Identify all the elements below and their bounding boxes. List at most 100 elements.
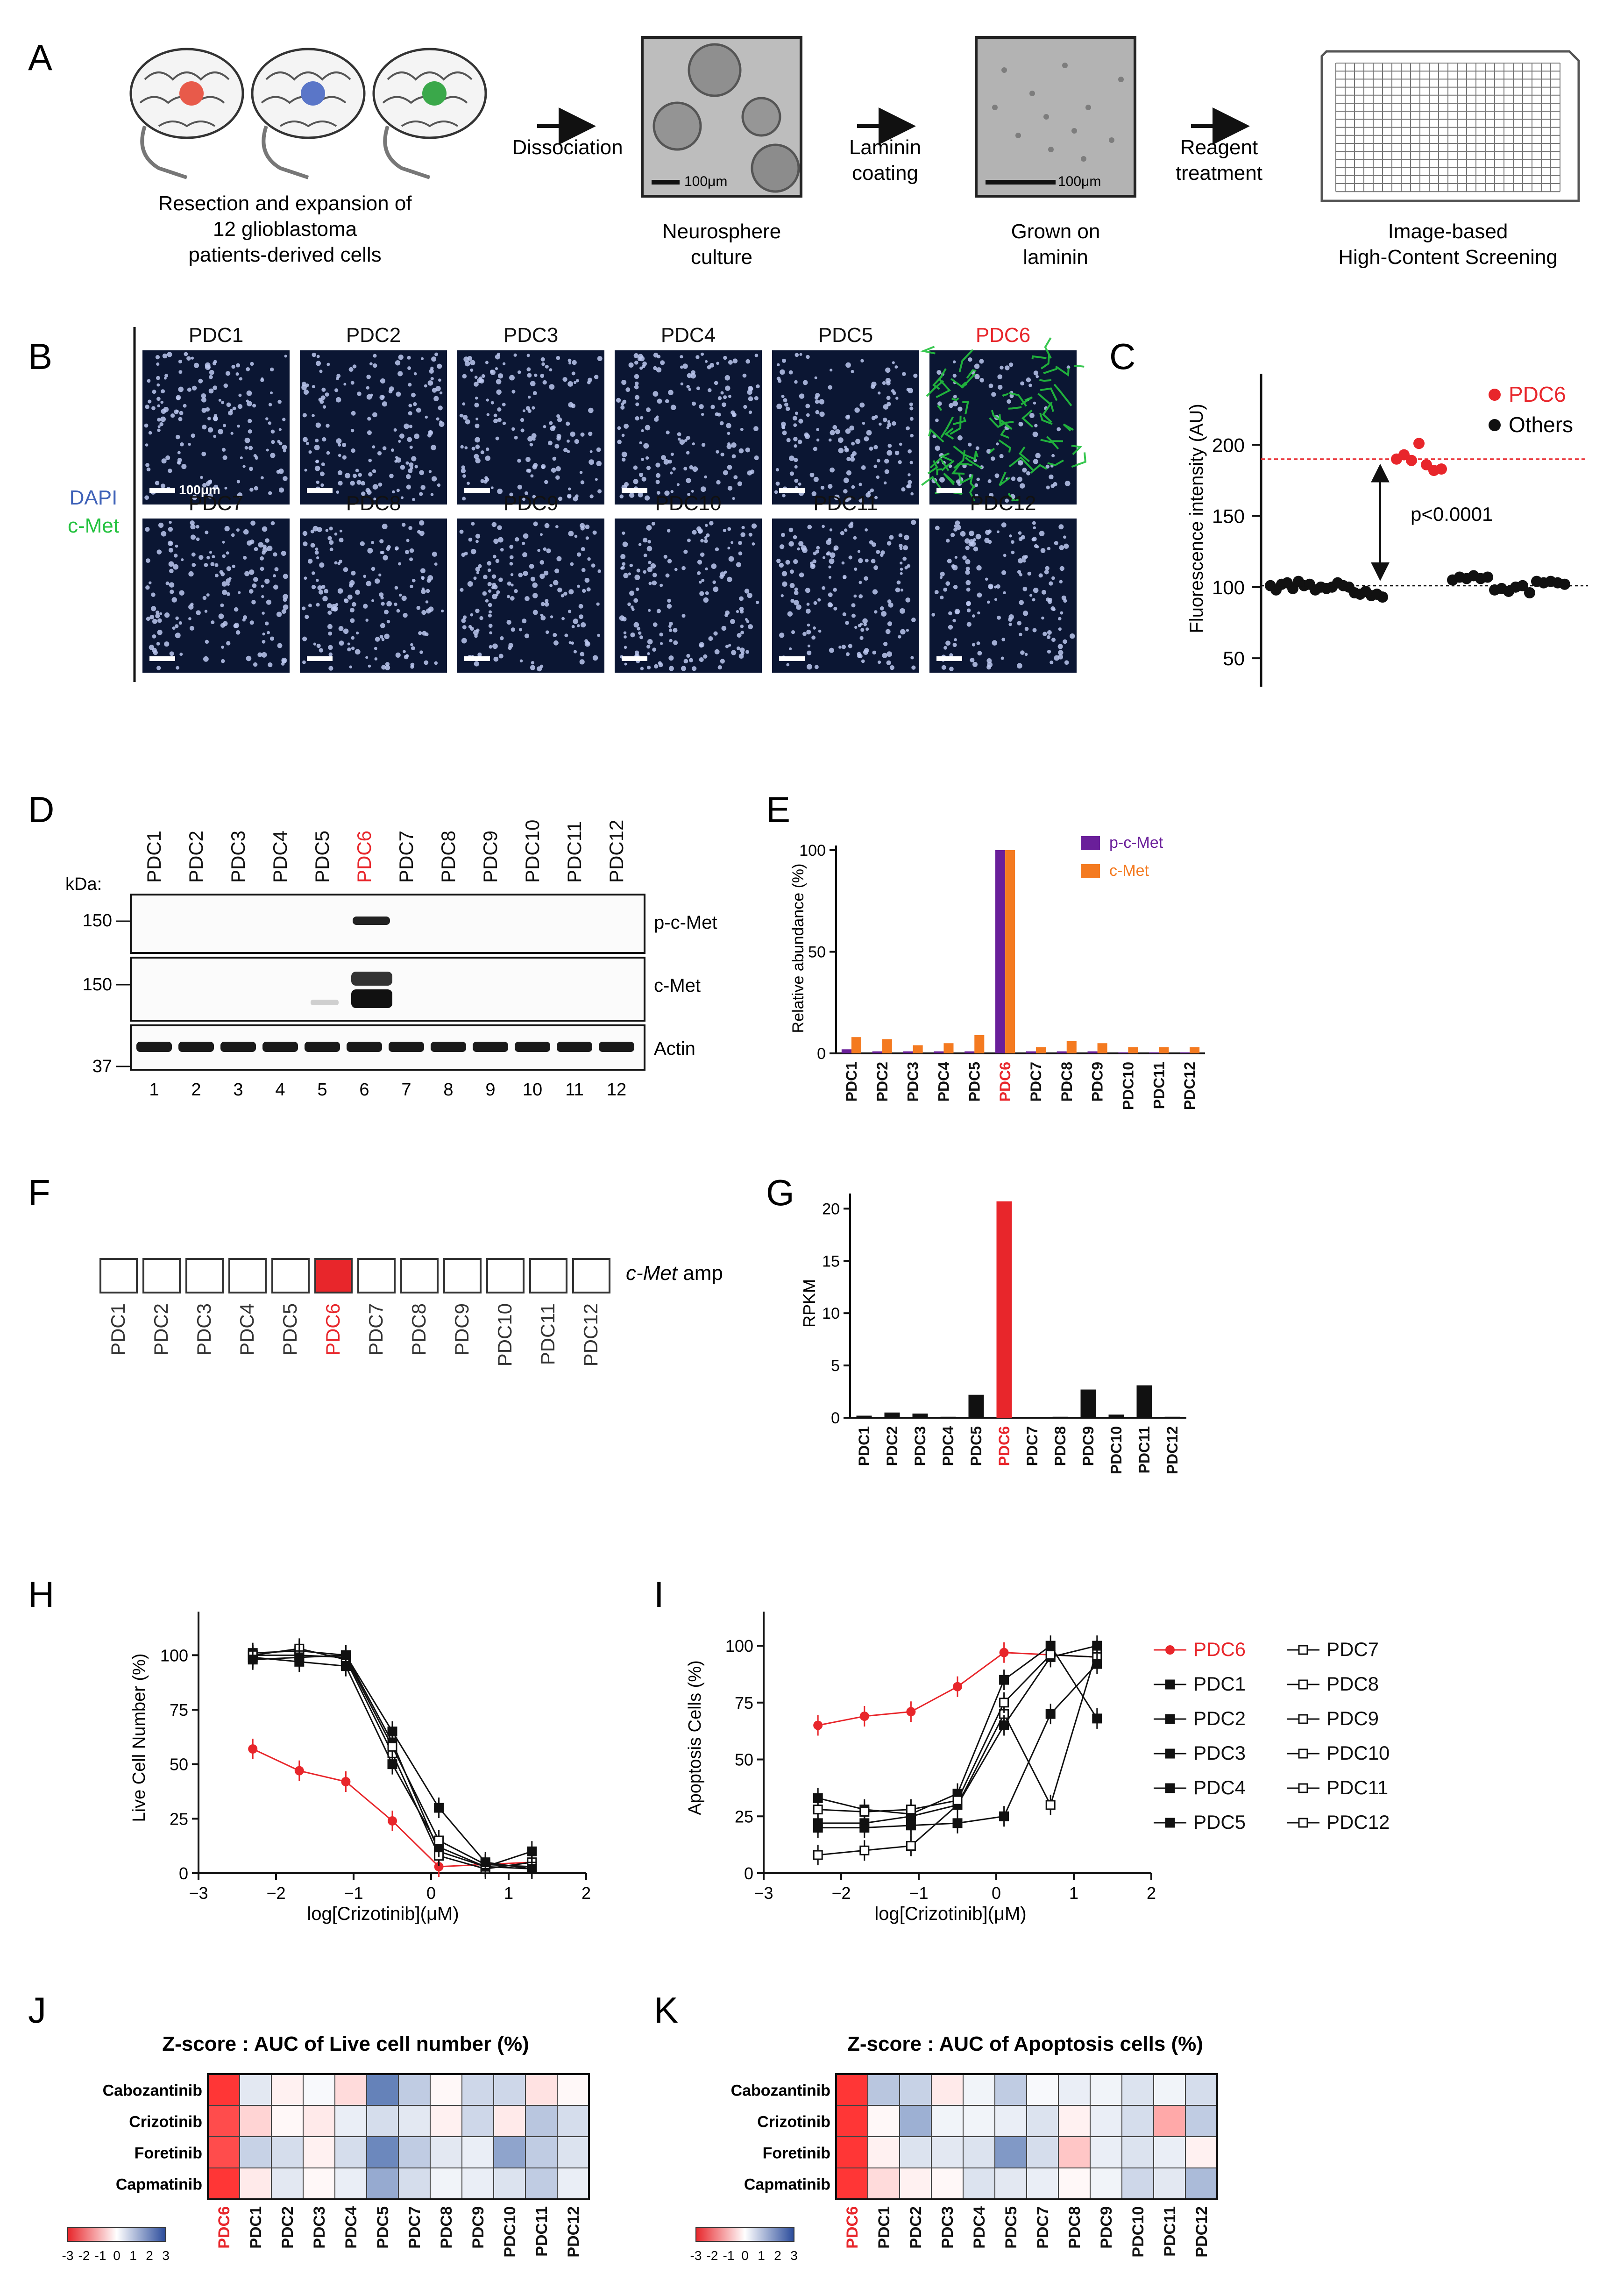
- nucleus: [170, 590, 174, 594]
- nucleus: [704, 475, 707, 479]
- x-tick-label: −3: [189, 1883, 208, 1903]
- i-legend-label: PDC4: [1193, 1776, 1246, 1798]
- data-point: [859, 1712, 869, 1721]
- nucleus: [663, 554, 667, 559]
- nucleus: [416, 407, 421, 413]
- nucleus: [177, 457, 182, 462]
- nucleus: [873, 565, 879, 570]
- nucleus: [487, 561, 492, 566]
- c-point-other: [1517, 580, 1528, 591]
- nucleus: [703, 597, 709, 603]
- heatmap-cell: [1153, 2136, 1186, 2168]
- nucleus: [1064, 480, 1071, 486]
- nucleus: [146, 617, 150, 621]
- nucleus: [498, 654, 504, 659]
- nucleus: [841, 561, 845, 565]
- nucleus: [209, 479, 212, 483]
- cmet-fiber: [1001, 393, 1008, 397]
- nucleus: [321, 462, 325, 467]
- nucleus: [214, 574, 219, 577]
- nucleus: [239, 377, 242, 381]
- nucleus: [807, 644, 811, 647]
- nucleus: [485, 361, 489, 364]
- d-marker-150a: 150: [83, 911, 112, 931]
- panel-letter-d: D: [28, 789, 54, 830]
- nucleus: [218, 428, 224, 434]
- nucleus: [467, 355, 473, 361]
- d-lane-header: PDC12: [605, 820, 627, 883]
- cmet-fiber: [1041, 353, 1050, 370]
- nucleus: [305, 614, 309, 619]
- nucleus: [802, 547, 808, 553]
- nucleus: [186, 356, 191, 361]
- nucleus: [723, 470, 728, 476]
- x-tick-label: PDC7: [1028, 1062, 1044, 1101]
- nucleus: [253, 577, 258, 582]
- nucleus: [351, 647, 355, 650]
- bar: [912, 1414, 928, 1418]
- nucleus: [811, 491, 817, 497]
- nucleus: [270, 521, 275, 526]
- nucleus: [355, 469, 359, 473]
- cmet-fiber: [966, 369, 977, 379]
- nucleus: [656, 609, 661, 613]
- nucleus: [248, 429, 252, 434]
- nucleus: [160, 416, 166, 422]
- nucleus: [910, 492, 914, 496]
- nucleus: [485, 455, 491, 461]
- nucleus: [1049, 474, 1054, 480]
- nucleus: [794, 587, 798, 591]
- nucleus: [1033, 370, 1038, 376]
- nucleus: [157, 425, 161, 428]
- data-point: [434, 1835, 444, 1846]
- nucleus: [667, 559, 672, 564]
- nucleus: [634, 384, 639, 390]
- heatmap-cell: [994, 2167, 1027, 2200]
- nucleus: [236, 363, 241, 368]
- nucleus: [316, 355, 320, 358]
- nucleus: [424, 660, 429, 665]
- nucleus: [574, 439, 579, 444]
- nucleus: [148, 431, 152, 435]
- nucleus: [1009, 394, 1014, 398]
- nucleus: [789, 569, 794, 574]
- nucleus: [681, 666, 687, 671]
- cmet-fiber: [1040, 439, 1059, 450]
- nucleus: [145, 463, 149, 467]
- nucleus: [789, 583, 795, 588]
- nucleus: [1024, 626, 1029, 631]
- nucleus: [643, 538, 648, 543]
- nucleus: [542, 380, 547, 385]
- nucleus: [441, 609, 444, 612]
- nucleus: [865, 558, 869, 562]
- nucleus: [278, 469, 284, 474]
- nucleus: [1041, 590, 1047, 595]
- nucleus: [336, 374, 341, 378]
- nucleus: [156, 610, 160, 615]
- nucleus: [727, 465, 732, 470]
- nucleus: [864, 576, 868, 581]
- nucleus: [223, 383, 228, 388]
- heatmap-row-label: Cabozantinib: [103, 2082, 202, 2100]
- nucleus: [408, 383, 412, 387]
- nucleus: [732, 358, 738, 363]
- nucleus: [248, 589, 254, 594]
- nucleus: [178, 359, 182, 364]
- nucleus: [371, 540, 375, 544]
- heatmap-row-label: Crizotinib: [129, 2113, 202, 2131]
- bar: [1052, 1416, 1068, 1418]
- nucleus: [655, 480, 660, 484]
- heatmap-cell: [836, 2074, 868, 2106]
- nucleus: [638, 354, 643, 359]
- blot-c-met: [130, 957, 645, 1022]
- nucleus: [522, 497, 525, 501]
- nucleus: [168, 526, 173, 532]
- f-amp-box: [271, 1258, 310, 1293]
- nucleus: [352, 364, 357, 369]
- nucleus: [986, 600, 990, 604]
- y-tick-label: 0: [831, 1409, 840, 1427]
- y-tick-label: 0: [744, 1864, 753, 1883]
- nucleus: [781, 358, 787, 363]
- nucleus: [726, 444, 732, 449]
- nucleus: [1001, 522, 1007, 528]
